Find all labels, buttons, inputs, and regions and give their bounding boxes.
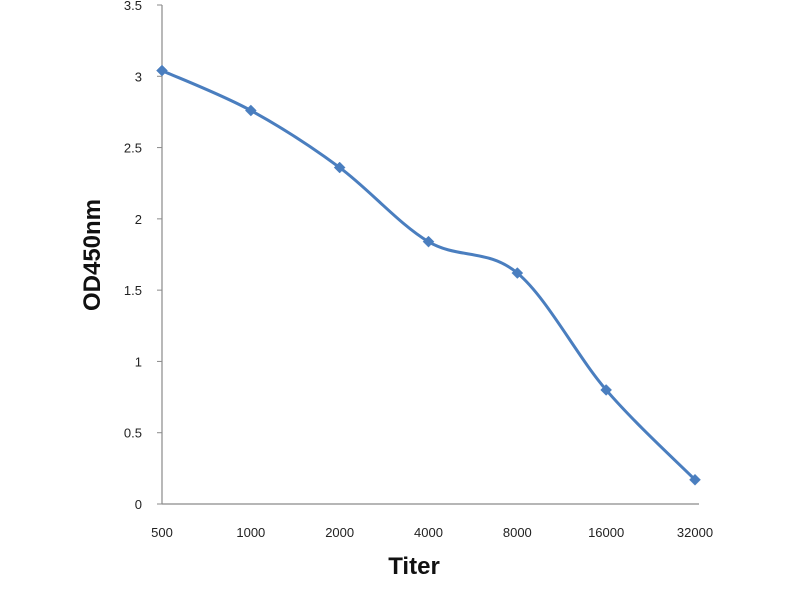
plot-area: 0 0.5 1 1.5 2 2.5 3 3.5 500 1000 2000 4000 8000 1600… [124,0,713,540]
y-axis-ticks: 0 0.5 1 1.5 2 2.5 3 3.5 [124,0,162,512]
x-axis-title: Titer [388,553,440,580]
y-tick-label: 0.5 [124,426,142,441]
x-tick-label: 1000 [236,525,265,540]
y-tick-label: 1 [135,354,142,369]
x-tick-label: 8000 [503,525,532,540]
data-point-marker [156,64,168,77]
data-point-marker [244,104,257,117]
y-tick-label: 0 [135,497,142,512]
y-tick-label: 2.5 [124,141,142,156]
series-line [160,69,697,482]
series-layer [156,64,701,486]
x-tick-label: 4000 [414,525,443,540]
y-axis-title: OD450nm [79,199,106,311]
y-tick-label: 3 [135,69,142,84]
data-point-marker [333,161,346,174]
x-axis-ticks: 500 1000 2000 4000 8000 16000 32000 [151,525,713,540]
y-tick-label: 3.5 [124,0,142,13]
data-point-marker [689,473,701,486]
data-point-marker [600,384,613,396]
y-tick-label: 1.5 [124,283,142,298]
x-tick-label: 16000 [588,525,624,540]
x-tick-label: 2000 [325,525,354,540]
x-tick-label: 500 [151,525,173,540]
x-tick-label: 32000 [677,525,713,540]
y-tick-label: 2 [135,212,142,227]
data-point-marker [511,267,524,279]
data-point-marker [422,235,435,248]
